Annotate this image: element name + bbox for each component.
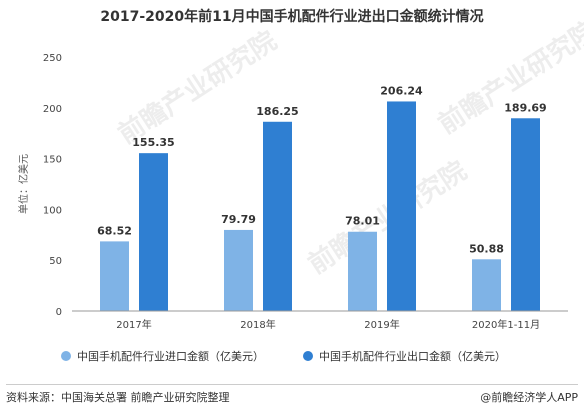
bar-export [263,121,292,312]
data-label-export: 206.24 [380,84,423,97]
source-text: 资料来源：中国海关总署 前瞻产业研究院整理 [6,391,230,404]
chart-title: 2017-2020年前11月中国手机配件行业进出口金额统计情况 [100,9,484,25]
y-axis-label: 单位：亿美元 [17,154,30,214]
legend-marker-import [61,351,71,361]
legend-label-export: 中国手机配件行业出口金额（亿美元） [319,349,506,363]
data-label-export: 186.25 [256,105,298,118]
y-tick-label: 0 [56,307,62,318]
bar-import [224,229,253,311]
data-label-export: 155.35 [132,136,174,149]
bars [100,101,540,312]
bar-import [348,231,377,311]
legend-label-import: 中国手机配件行业进口金额（亿美元） [77,349,264,363]
data-label-import: 78.01 [345,215,380,228]
y-axis-ticks: 0 50 100 150 200 250 [43,53,62,318]
data-label-export: 189.69 [504,101,546,114]
data-label-import: 50.88 [469,242,504,255]
data-label-import: 79.79 [221,213,256,226]
y-tick-label: 250 [43,53,62,64]
app-credit: @前瞻经济学人APP [480,391,578,404]
x-tick-label: 2017年 [116,318,151,331]
legend: 中国手机配件行业进口金额（亿美元） 中国手机配件行业出口金额（亿美元） [61,349,506,363]
bar-chart: 0 50 100 150 200 250 68.52 155.35 79.79 186.25 78… [17,53,568,363]
legend-marker-export [303,351,313,361]
bar-import [472,259,501,311]
y-tick-label: 150 [43,155,62,166]
x-axis-ticks: 2017年 2018年 2019年 2020年1-11月 [116,318,540,331]
value-labels: 68.52 155.35 79.79 186.25 78.01 206.24 50.88 18… [97,84,547,255]
data-label-import: 68.52 [97,224,132,237]
bar-export [511,118,540,311]
x-tick-label: 2019年 [364,318,399,331]
y-tick-label: 50 [49,256,62,267]
bar-import [100,241,129,311]
y-tick-label: 200 [43,104,62,115]
bar-export [387,101,416,311]
x-tick-label: 2020年1-11月 [472,318,540,331]
x-tick-label: 2018年 [240,318,275,331]
bar-export [139,153,168,311]
source-footer: 资料来源：中国海关总署 前瞻产业研究院整理 @前瞻经济学人APP [6,384,578,407]
y-tick-label: 100 [43,205,62,216]
